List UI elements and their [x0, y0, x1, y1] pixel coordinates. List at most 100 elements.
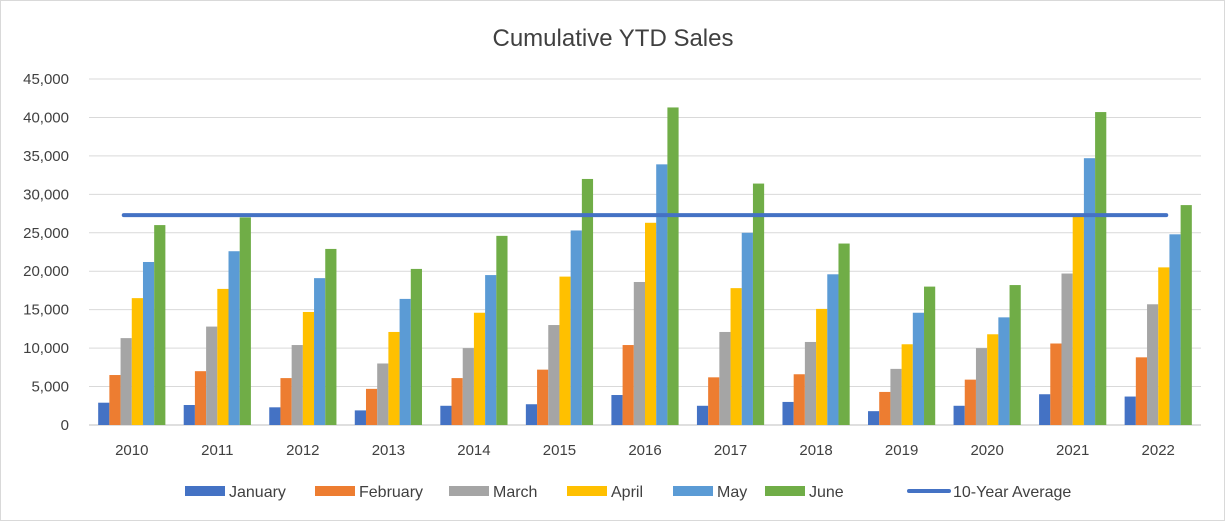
- x-tick-label: 2016: [628, 442, 661, 459]
- legend-label: February: [359, 484, 423, 501]
- x-tick-label: 2021: [1056, 442, 1089, 459]
- legend-label: January: [229, 484, 286, 501]
- x-tick-label: 2012: [286, 442, 319, 459]
- bar-march-2017: [719, 331, 731, 425]
- bar-june-2013: [410, 268, 422, 425]
- bar-may-2015: [570, 230, 582, 425]
- bar-may-2020: [998, 317, 1010, 425]
- y-tick-label: 10,000: [23, 340, 69, 357]
- y-tick-label: 20,000: [23, 263, 69, 280]
- bar-june-2020: [1009, 285, 1021, 425]
- bar-june-2012: [325, 248, 337, 425]
- y-tick-label: 0: [61, 417, 69, 434]
- legend-label: March: [493, 484, 537, 501]
- bar-january-2014: [440, 405, 452, 425]
- bar-march-2010: [120, 338, 132, 425]
- bar-june-2014: [496, 235, 508, 425]
- bar-february-2010: [109, 375, 121, 425]
- bar-january-2010: [98, 402, 110, 425]
- y-tick-label: 40,000: [23, 109, 69, 126]
- bar-april-2014: [473, 312, 486, 425]
- legend-item: April: [567, 484, 643, 501]
- y-tick-label: 25,000: [23, 225, 69, 242]
- bar-may-2012: [314, 278, 326, 425]
- bar-february-2015: [537, 369, 549, 425]
- bar-march-2015: [548, 325, 560, 425]
- bar-may-2018: [827, 274, 839, 425]
- bar-march-2019: [890, 368, 902, 425]
- bar-june-2021: [1095, 112, 1107, 425]
- bar-january-2019: [868, 411, 880, 425]
- legend-item: March: [449, 484, 537, 501]
- bar-april-2016: [645, 222, 657, 425]
- bar-june-2015: [581, 178, 594, 425]
- bar-january-2011: [183, 405, 195, 425]
- y-axis: 0 5,000 10,000 15,000 20,000 25,000 30,000 35,0…: [23, 71, 69, 434]
- bar-january-2012: [269, 407, 281, 425]
- legend-swatch: [567, 486, 607, 496]
- bar-april-2022: [1158, 267, 1170, 425]
- bar-april-2011: [217, 288, 229, 425]
- bar-january-2013: [354, 410, 366, 425]
- bar-april-2021: [1072, 216, 1084, 425]
- bar-june-2018: [838, 243, 850, 425]
- bar-february-2013: [365, 388, 378, 425]
- y-tick-label: 45,000: [23, 71, 69, 88]
- bar-may-2016: [656, 164, 668, 425]
- bar-march-2011: [206, 326, 218, 425]
- x-tick-label: 2013: [372, 442, 405, 459]
- bar-june-2022: [1180, 205, 1192, 425]
- legend-label: May: [717, 484, 747, 501]
- legend-item: June: [765, 484, 844, 501]
- y-tick-label: 15,000: [23, 302, 69, 319]
- x-tick-label: 2015: [543, 442, 576, 459]
- bar-april-2019: [901, 344, 913, 425]
- y-tick-label: 30,000: [23, 186, 69, 203]
- bar-april-2015: [559, 276, 571, 425]
- legend-label: 10-Year Average: [953, 484, 1071, 501]
- bar-may-2019: [912, 312, 925, 425]
- bar-april-2013: [388, 331, 400, 425]
- bar-may-2010: [142, 261, 155, 425]
- x-axis: 2010 2011 2012 2013 2014 2015 2016 2017 2018 2019…: [115, 442, 1175, 459]
- bar-june-2010: [154, 225, 166, 425]
- bar-january-2022: [1124, 396, 1136, 425]
- bar-january-2016: [611, 395, 623, 425]
- bar-may-2013: [399, 298, 411, 425]
- bar-may-2014: [485, 275, 497, 425]
- bar-may-2017: [741, 232, 753, 425]
- legend-swatch: [765, 486, 805, 496]
- bar-april-2012: [302, 311, 315, 425]
- bar-june-2017: [752, 183, 765, 425]
- legend-item: January: [185, 484, 286, 501]
- legend-swatch: [185, 486, 225, 496]
- bar-series: [98, 107, 1192, 426]
- bar-february-2019: [879, 391, 891, 425]
- legend-item: May: [673, 484, 747, 501]
- x-tick-label: 2019: [885, 442, 918, 459]
- bar-april-2018: [816, 308, 828, 425]
- x-tick-label: 2022: [1142, 442, 1175, 459]
- bar-january-2020: [953, 405, 965, 425]
- x-tick-label: 2018: [799, 442, 832, 459]
- bar-march-2022: [1147, 304, 1159, 425]
- chart-title: Cumulative YTD Sales: [493, 25, 734, 52]
- bar-february-2021: [1050, 343, 1062, 425]
- legend-swatch: [449, 486, 489, 496]
- bar-january-2015: [525, 404, 538, 425]
- bar-may-2021: [1083, 158, 1096, 425]
- x-tick-label: 2010: [115, 442, 148, 459]
- legend: January February March April May June 10-Year …: [185, 484, 1071, 501]
- bar-february-2022: [1135, 357, 1148, 425]
- bar-march-2016: [633, 281, 645, 425]
- bar-february-2011: [194, 371, 207, 425]
- bar-february-2020: [964, 379, 976, 425]
- bar-june-2016: [667, 107, 679, 426]
- bar-march-2018: [804, 341, 817, 425]
- y-tick-label: 35,000: [23, 148, 69, 165]
- bar-april-2017: [730, 288, 742, 425]
- bar-january-2018: [782, 401, 794, 425]
- x-tick-label: 2020: [970, 442, 1003, 459]
- bar-june-2019: [924, 286, 936, 425]
